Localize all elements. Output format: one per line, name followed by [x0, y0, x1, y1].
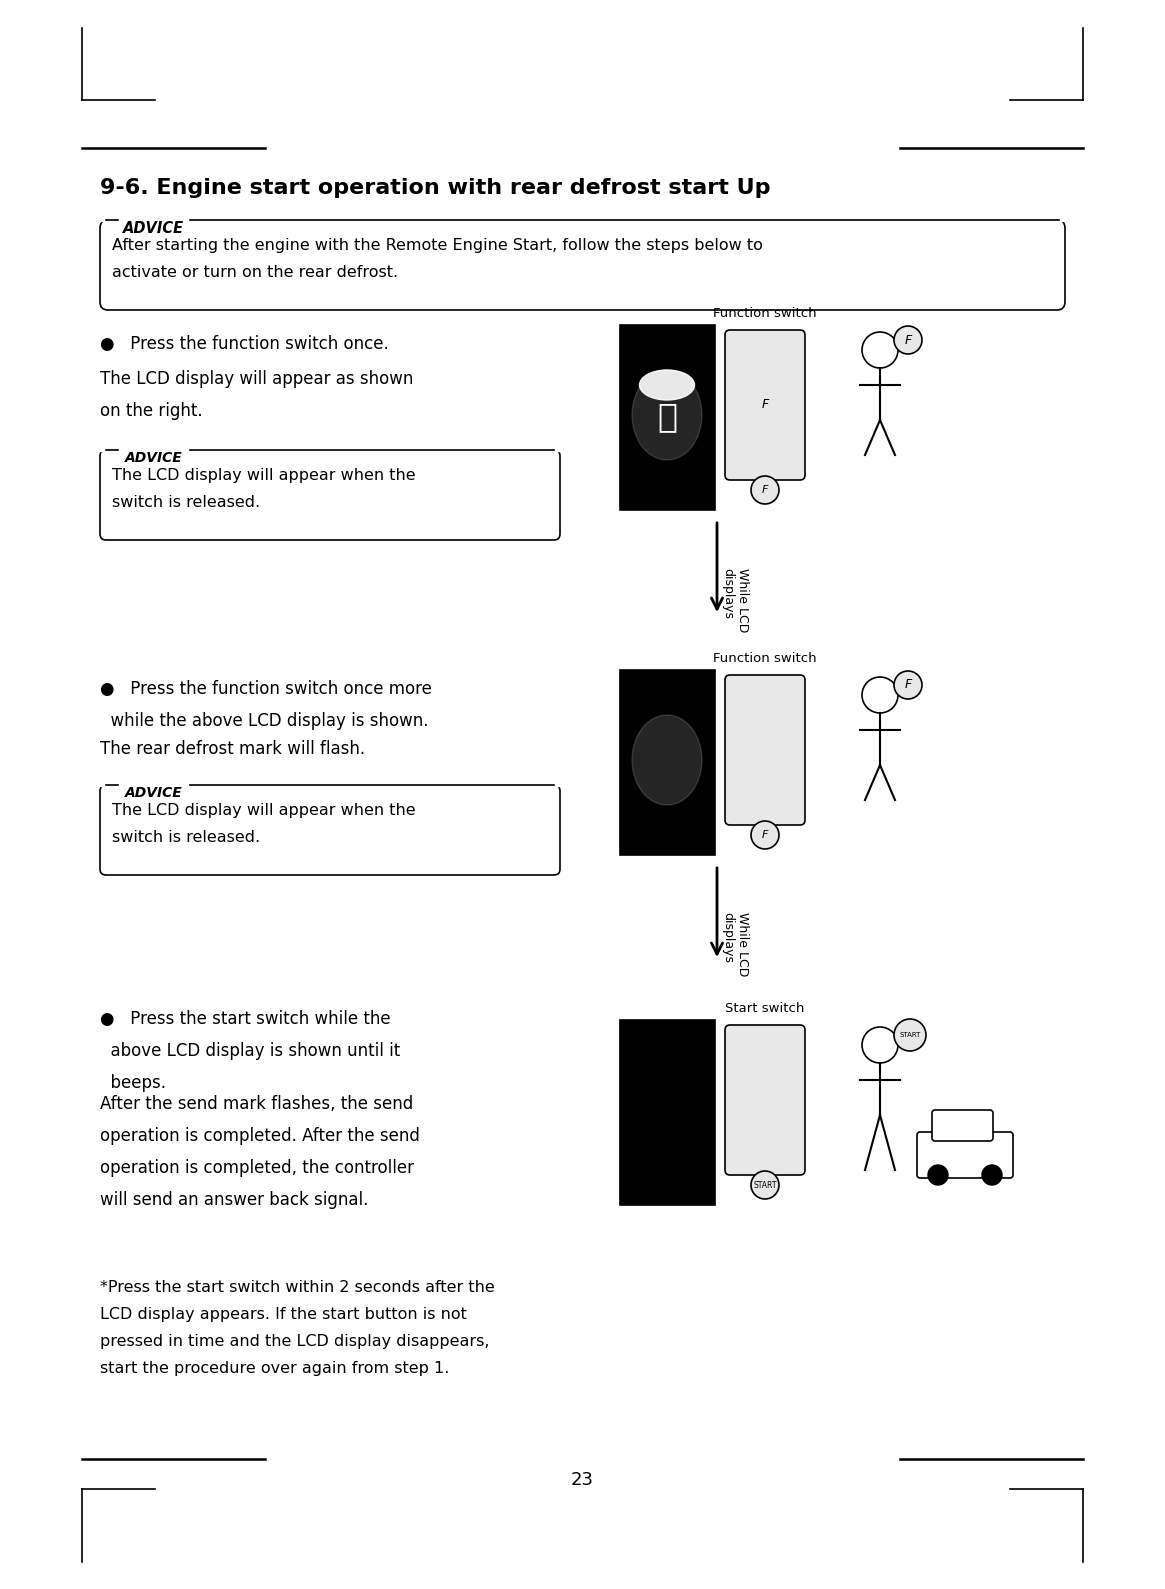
Text: The LCD display will appear as shown
on the right.: The LCD display will appear as shown on …	[100, 370, 414, 419]
Text: F: F	[904, 679, 912, 691]
Text: F: F	[762, 399, 769, 412]
Circle shape	[894, 671, 922, 699]
Text: START: START	[754, 1181, 777, 1190]
Text: ADVICE: ADVICE	[123, 221, 184, 237]
Circle shape	[982, 1165, 1002, 1185]
Text: The LCD display will appear when the
switch is released.: The LCD display will appear when the swi…	[112, 802, 416, 845]
Text: After starting the engine with the Remote Engine Start, follow the steps below t: After starting the engine with the Remot…	[112, 238, 763, 280]
Text: After the send mark flashes, the send
operation is completed. After the send
ope: After the send mark flashes, the send op…	[100, 1095, 419, 1209]
Circle shape	[862, 677, 898, 713]
Bar	[620, 1020, 715, 1204]
Text: 🚗: 🚗	[657, 400, 677, 434]
Circle shape	[862, 332, 898, 369]
FancyBboxPatch shape	[725, 331, 805, 480]
Text: 9-6. Engine start operation with rear defrost start Up: 9-6. Engine start operation with rear de…	[100, 178, 770, 199]
Circle shape	[929, 1165, 948, 1185]
Circle shape	[751, 822, 779, 849]
Text: F: F	[904, 334, 912, 346]
FancyBboxPatch shape	[100, 785, 560, 876]
Text: START: START	[899, 1031, 920, 1038]
Text: The rear defrost mark will flash.: The rear defrost mark will flash.	[100, 740, 365, 758]
Text: F: F	[762, 485, 768, 496]
Text: F: F	[762, 829, 768, 841]
Text: Function switch: Function switch	[713, 307, 817, 319]
FancyBboxPatch shape	[917, 1131, 1014, 1177]
Circle shape	[862, 1026, 898, 1063]
Ellipse shape	[640, 370, 694, 400]
Text: ADVICE: ADVICE	[125, 451, 183, 466]
Circle shape	[751, 1171, 779, 1200]
Text: ●   Press the function switch once more
  while the above LCD display is shown.: ● Press the function switch once more wh…	[100, 680, 432, 729]
Circle shape	[894, 326, 922, 354]
Text: Start switch: Start switch	[726, 1003, 805, 1015]
Bar	[620, 326, 715, 510]
Text: ADVICE: ADVICE	[125, 787, 183, 799]
FancyBboxPatch shape	[100, 450, 560, 540]
FancyBboxPatch shape	[725, 1025, 805, 1174]
Ellipse shape	[631, 715, 702, 806]
Bar	[620, 671, 715, 855]
Text: Function switch: Function switch	[713, 651, 817, 666]
FancyBboxPatch shape	[932, 1111, 993, 1141]
Text: The LCD display will appear when the
switch is released.: The LCD display will appear when the swi…	[112, 469, 416, 510]
Circle shape	[894, 1019, 926, 1050]
FancyBboxPatch shape	[725, 675, 805, 825]
Circle shape	[751, 477, 779, 504]
Text: *Press the start switch within 2 seconds after the
LCD display appears. If the s: *Press the start switch within 2 seconds…	[100, 1281, 495, 1376]
Text: While LCD
displays: While LCD displays	[721, 912, 749, 977]
Text: While LCD
displays: While LCD displays	[721, 567, 749, 632]
Text: ●   Press the start switch while the
  above LCD display is shown until it
  bee: ● Press the start switch while the above…	[100, 1011, 401, 1092]
Text: ●   Press the function switch once.: ● Press the function switch once.	[100, 335, 389, 353]
Text: 23: 23	[571, 1471, 593, 1489]
FancyBboxPatch shape	[100, 219, 1065, 310]
Ellipse shape	[631, 370, 702, 459]
